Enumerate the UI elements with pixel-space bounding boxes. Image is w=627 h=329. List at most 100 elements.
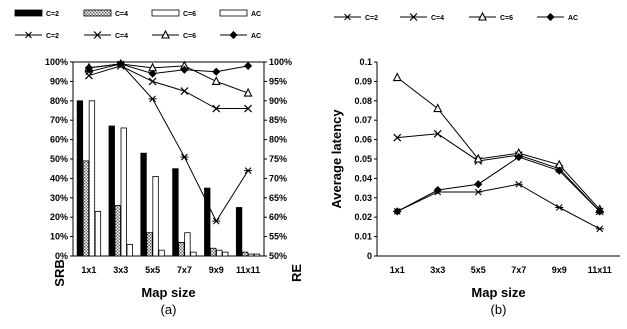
legend-marker-b <box>343 13 352 21</box>
y-axis-label-a: SRB <box>52 259 67 286</box>
legend-marker-b <box>409 13 418 21</box>
bar-c6 <box>247 253 255 257</box>
latency-line-ac <box>397 156 601 212</box>
y-tick-label-b: 0.1 <box>359 57 372 67</box>
x-tick-label-b: 7x7 <box>511 265 526 275</box>
x-tick-label-a: 3x3 <box>113 265 128 275</box>
x-tick-label-a: 5x5 <box>145 265 160 275</box>
latency-point <box>514 152 523 162</box>
panel-label-a: (a) <box>161 302 177 317</box>
bar-ac <box>253 253 261 257</box>
re-point <box>84 71 93 80</box>
y-tick-label-a: 100% <box>45 57 68 67</box>
x-tick-label-a: 11x11 <box>236 265 260 275</box>
legend-label-line: C=2 <box>46 33 59 40</box>
re-point <box>148 69 157 78</box>
legend-marker-b <box>477 11 488 21</box>
re-point <box>116 59 125 69</box>
latency-point <box>474 180 483 189</box>
re-point <box>244 167 253 175</box>
latency-point <box>433 129 442 138</box>
re-point <box>180 65 189 74</box>
latency-point <box>393 133 402 142</box>
bar-c2 <box>140 152 147 257</box>
legend-swatch-bar <box>219 9 248 17</box>
chart-panel-b: 0 0.01 0.02 0.03 0.04 0.05 0.06 0.07 0.08 0.09 0.1… <box>329 11 620 317</box>
legend-label-b: C=2 <box>365 15 378 22</box>
latency-line-c6 <box>396 77 601 210</box>
re-point <box>244 104 253 113</box>
y2-tick-label-a: 75% <box>269 154 287 164</box>
y2-tick-label-a: 90% <box>269 96 287 106</box>
y-tick-label-b: 0.09 <box>354 76 372 86</box>
y2-tick-label-a: 100% <box>269 57 292 67</box>
panel-label-b: (b) <box>491 302 507 317</box>
y-tick-label-a: 0% <box>55 251 68 261</box>
latency-point <box>393 207 402 216</box>
re-point <box>212 217 221 225</box>
bar-c4 <box>241 251 249 257</box>
latency-point <box>474 188 483 196</box>
legend-label-line: AC <box>251 33 261 40</box>
bar-c6 <box>120 127 127 257</box>
y-tick-label-b: 0 <box>367 251 372 261</box>
bar-c4 <box>114 205 121 257</box>
legend-marker-b <box>546 12 555 22</box>
legend-swatch-bar <box>151 9 180 17</box>
y2-tick-label-a: 55% <box>269 232 287 242</box>
bar-c4 <box>178 242 185 257</box>
latency-point <box>514 180 523 188</box>
latency-point <box>433 185 442 195</box>
bar-c6 <box>216 249 223 257</box>
x-axis-label-a: Map size <box>141 285 195 300</box>
y-tick-label-b: 0.03 <box>354 193 372 203</box>
legend-label-bar: C=2 <box>46 11 59 18</box>
bar-c4 <box>146 232 153 257</box>
x-tick-label-b: 3x3 <box>430 265 445 275</box>
bar-c2 <box>76 100 84 257</box>
legend-label-line: C=6 <box>183 33 196 40</box>
bar-c2 <box>172 168 179 257</box>
legend-marker <box>93 31 102 39</box>
legend-label-bar: C=4 <box>115 11 128 18</box>
x-tick-label-b: 1x1 <box>390 265 405 275</box>
y-tick-label-a: 10% <box>50 232 68 242</box>
legend-label-line: C=4 <box>115 33 128 40</box>
re-point <box>148 77 157 86</box>
bar-ac <box>126 243 133 257</box>
legend-swatch-bar <box>83 9 112 17</box>
y2-tick-label-a: 70% <box>269 173 287 183</box>
y2-tick-label-a: 85% <box>269 115 287 125</box>
bar-c6 <box>88 100 96 257</box>
y-tick-label-a: 30% <box>50 193 68 203</box>
bar-ac <box>190 251 197 257</box>
re-point <box>84 63 93 72</box>
y-tick-label-b: 0.07 <box>354 115 372 125</box>
x-axis-label-b: Map size <box>471 285 525 300</box>
y-tick-label-a: 40% <box>50 173 68 183</box>
latency-line-c2 <box>397 183 600 230</box>
bar-ac <box>222 251 229 257</box>
legend-marker <box>229 30 238 40</box>
y-tick-label-b: 0.04 <box>354 173 372 183</box>
bar-c2 <box>235 207 243 257</box>
bar-c6 <box>152 176 159 257</box>
re-point <box>180 153 189 161</box>
re-point <box>211 76 221 85</box>
bar-ac <box>158 249 165 257</box>
latency-line-c4 <box>397 133 601 212</box>
re-line-ac <box>88 63 249 75</box>
y-tick-label-b: 0.06 <box>354 135 372 145</box>
legend-label-b: C=6 <box>500 15 513 22</box>
y-axis-label-b: Average latency <box>329 109 344 209</box>
latency-point <box>595 225 604 233</box>
y-tick-label-a: 80% <box>50 96 68 106</box>
legend-label-b: AC <box>568 15 578 22</box>
x-tick-label-a: 7x7 <box>177 265 192 275</box>
y-tick-label-b: 0.05 <box>354 154 372 164</box>
re-point <box>148 95 157 103</box>
re-point <box>212 67 221 76</box>
legend-label-bar: AC <box>251 11 261 18</box>
re-point <box>180 87 189 96</box>
legend-label-bar: C=6 <box>183 11 196 18</box>
